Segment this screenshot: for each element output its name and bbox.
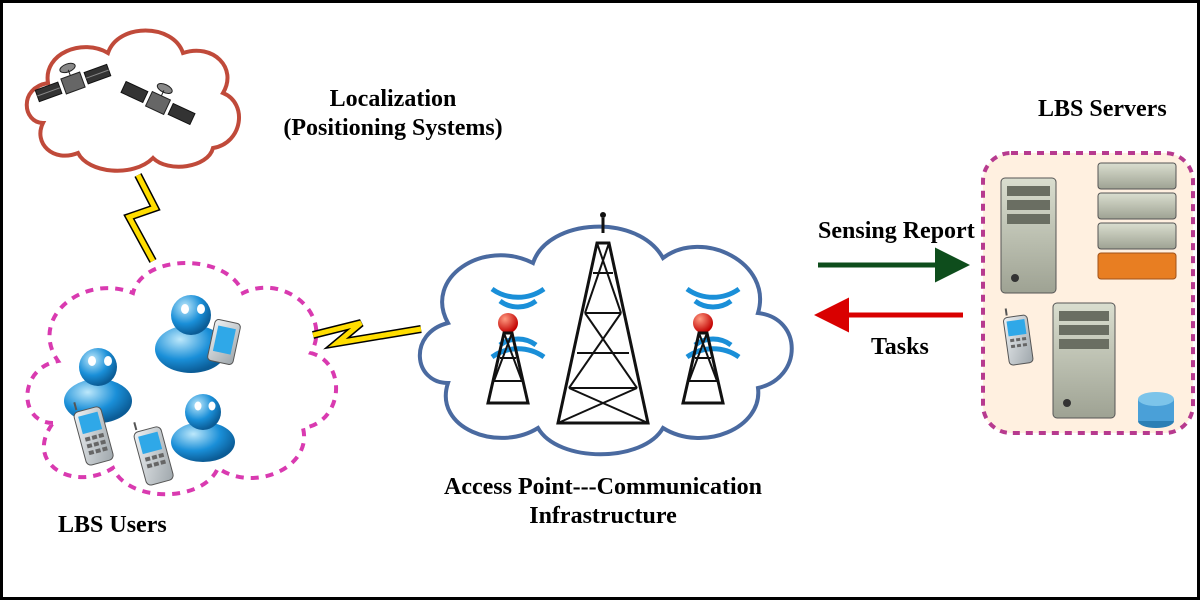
users-cloud [27, 263, 336, 494]
satellites-cloud [27, 31, 239, 171]
servers-box [983, 153, 1193, 433]
phone-icon [130, 416, 174, 486]
database-icon [1138, 392, 1174, 428]
user-icon [171, 394, 235, 462]
diagram-canvas [3, 3, 1200, 603]
lightning-icon [313, 323, 421, 343]
user-icon [155, 295, 241, 373]
lightning-icon [129, 175, 155, 261]
access-point-cloud [420, 212, 792, 454]
server-icon [1053, 303, 1115, 418]
server-icon [1001, 178, 1056, 293]
